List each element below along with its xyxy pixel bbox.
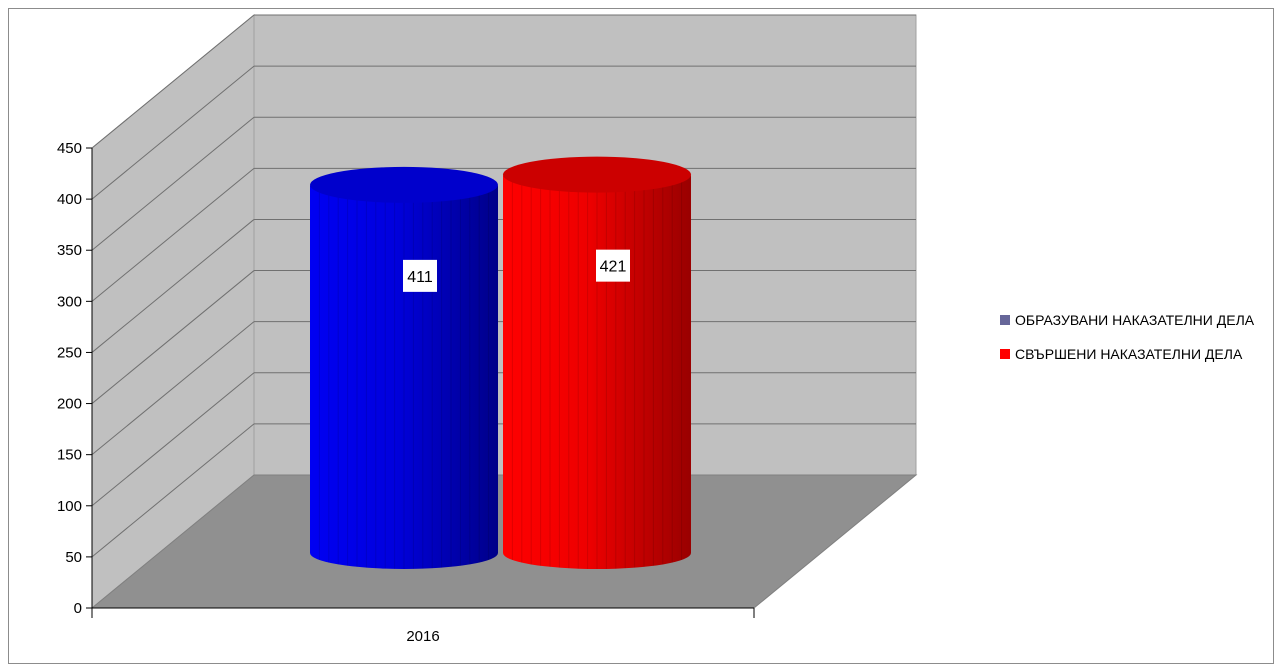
- y-tick-label: 100: [57, 498, 82, 515]
- gridline-side: [91, 219, 255, 353]
- y-tick-label: 400: [57, 191, 82, 208]
- bar-body: [310, 184, 498, 569]
- y-tick-label: 250: [57, 344, 82, 361]
- gridline-side: [91, 423, 255, 558]
- gridline-side: [91, 14, 255, 149]
- data-label: 421: [600, 259, 627, 276]
- bar-top-cap: [503, 156, 691, 193]
- legend-swatch: [1000, 315, 1010, 325]
- bar-cylinder: 421: [503, 156, 691, 569]
- legend-swatch: [1000, 349, 1010, 359]
- gridline-side: [91, 167, 255, 302]
- bar-cylinder: 411: [310, 166, 498, 569]
- y-tick-label: 450: [57, 140, 82, 157]
- data-label: 411: [407, 269, 433, 286]
- legend-label: ОБРАЗУВАНИ НАКАЗАТЕЛНИ ДЕЛА: [1015, 312, 1255, 328]
- y-tick-label: 300: [57, 293, 82, 310]
- gridline-side: [91, 116, 255, 251]
- bar-top-cap: [310, 166, 498, 203]
- gridline-side: [91, 270, 255, 404]
- bars: 411 421: [310, 156, 691, 569]
- y-tick-label: 0: [74, 600, 82, 617]
- y-axis-ticks: 0 50 100 150 200 250 300 350 400 450: [57, 140, 92, 617]
- bar-body: [503, 174, 691, 569]
- gridline-side: [91, 65, 255, 200]
- gridline-side: [91, 372, 255, 507]
- x-tick-label: 2016: [406, 628, 439, 645]
- data-label-box: [596, 249, 630, 282]
- gridline-side: [91, 321, 255, 456]
- y-tick-label: 50: [65, 549, 82, 566]
- y-tick-label: 350: [57, 242, 82, 259]
- y-tick-label: 150: [57, 447, 82, 464]
- y-tick-label: 200: [57, 396, 82, 413]
- legend: ОБРАЗУВАНИ НАКАЗАТЕЛНИ ДЕЛА СВЪРШЕНИ НАКА…: [1000, 312, 1255, 362]
- legend-label: СВЪРШЕНИ НАКАЗАТЕЛНИ ДЕЛА: [1015, 346, 1243, 362]
- data-label-box: [403, 259, 437, 292]
